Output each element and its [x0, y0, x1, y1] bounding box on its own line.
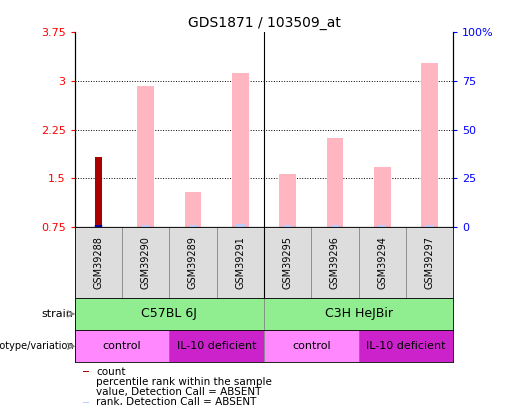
Bar [358, 330, 453, 362]
Text: GSM39290: GSM39290 [141, 236, 151, 289]
Text: IL-10 deficient: IL-10 deficient [177, 341, 256, 351]
Bar [169, 330, 264, 362]
Bar [406, 227, 453, 298]
Bar [95, 158, 102, 227]
Bar [95, 225, 102, 227]
Text: percentile rank within the sample: percentile rank within the sample [96, 377, 272, 387]
Bar [217, 227, 264, 298]
Bar [236, 224, 245, 227]
Bar [264, 330, 358, 362]
Bar [331, 225, 339, 227]
Bar [169, 227, 217, 298]
Text: GSM39294: GSM39294 [377, 236, 387, 289]
Bar [378, 225, 386, 227]
Bar [264, 298, 453, 330]
Text: count: count [96, 367, 126, 377]
Bar [311, 227, 358, 298]
Bar [83, 371, 90, 372]
Text: C3H HeJBir: C3H HeJBir [324, 307, 392, 320]
Bar [374, 167, 390, 227]
Bar [185, 192, 201, 227]
Text: genotype/variation: genotype/variation [0, 341, 74, 351]
Text: control: control [102, 341, 141, 351]
Text: rank, Detection Call = ABSENT: rank, Detection Call = ABSENT [96, 397, 256, 405]
Text: GSM39288: GSM39288 [93, 236, 104, 289]
Bar [75, 298, 264, 330]
Bar [425, 225, 434, 227]
Text: GSM39295: GSM39295 [283, 236, 293, 289]
Text: control: control [292, 341, 331, 351]
Bar [358, 227, 406, 298]
Bar [75, 330, 169, 362]
Bar [283, 225, 292, 227]
Bar [264, 227, 311, 298]
Text: C57BL 6J: C57BL 6J [142, 307, 197, 320]
Text: strain: strain [42, 309, 74, 319]
Bar [421, 63, 438, 227]
Text: GSM39296: GSM39296 [330, 236, 340, 289]
Bar [122, 227, 169, 298]
Text: value, Detection Call = ABSENT: value, Detection Call = ABSENT [96, 387, 262, 397]
Bar [279, 174, 296, 227]
Text: GSM39291: GSM39291 [235, 236, 245, 289]
Bar [75, 227, 122, 298]
Text: IL-10 deficient: IL-10 deficient [366, 341, 445, 351]
Bar [94, 225, 102, 227]
Bar [327, 138, 343, 227]
Bar [142, 225, 150, 227]
Bar [232, 72, 249, 227]
Bar [188, 225, 197, 227]
Bar [138, 85, 154, 227]
Text: GSM39289: GSM39289 [188, 236, 198, 289]
Bar [83, 402, 90, 403]
Title: GDS1871 / 103509_at: GDS1871 / 103509_at [187, 16, 340, 30]
Text: GSM39297: GSM39297 [424, 236, 435, 289]
